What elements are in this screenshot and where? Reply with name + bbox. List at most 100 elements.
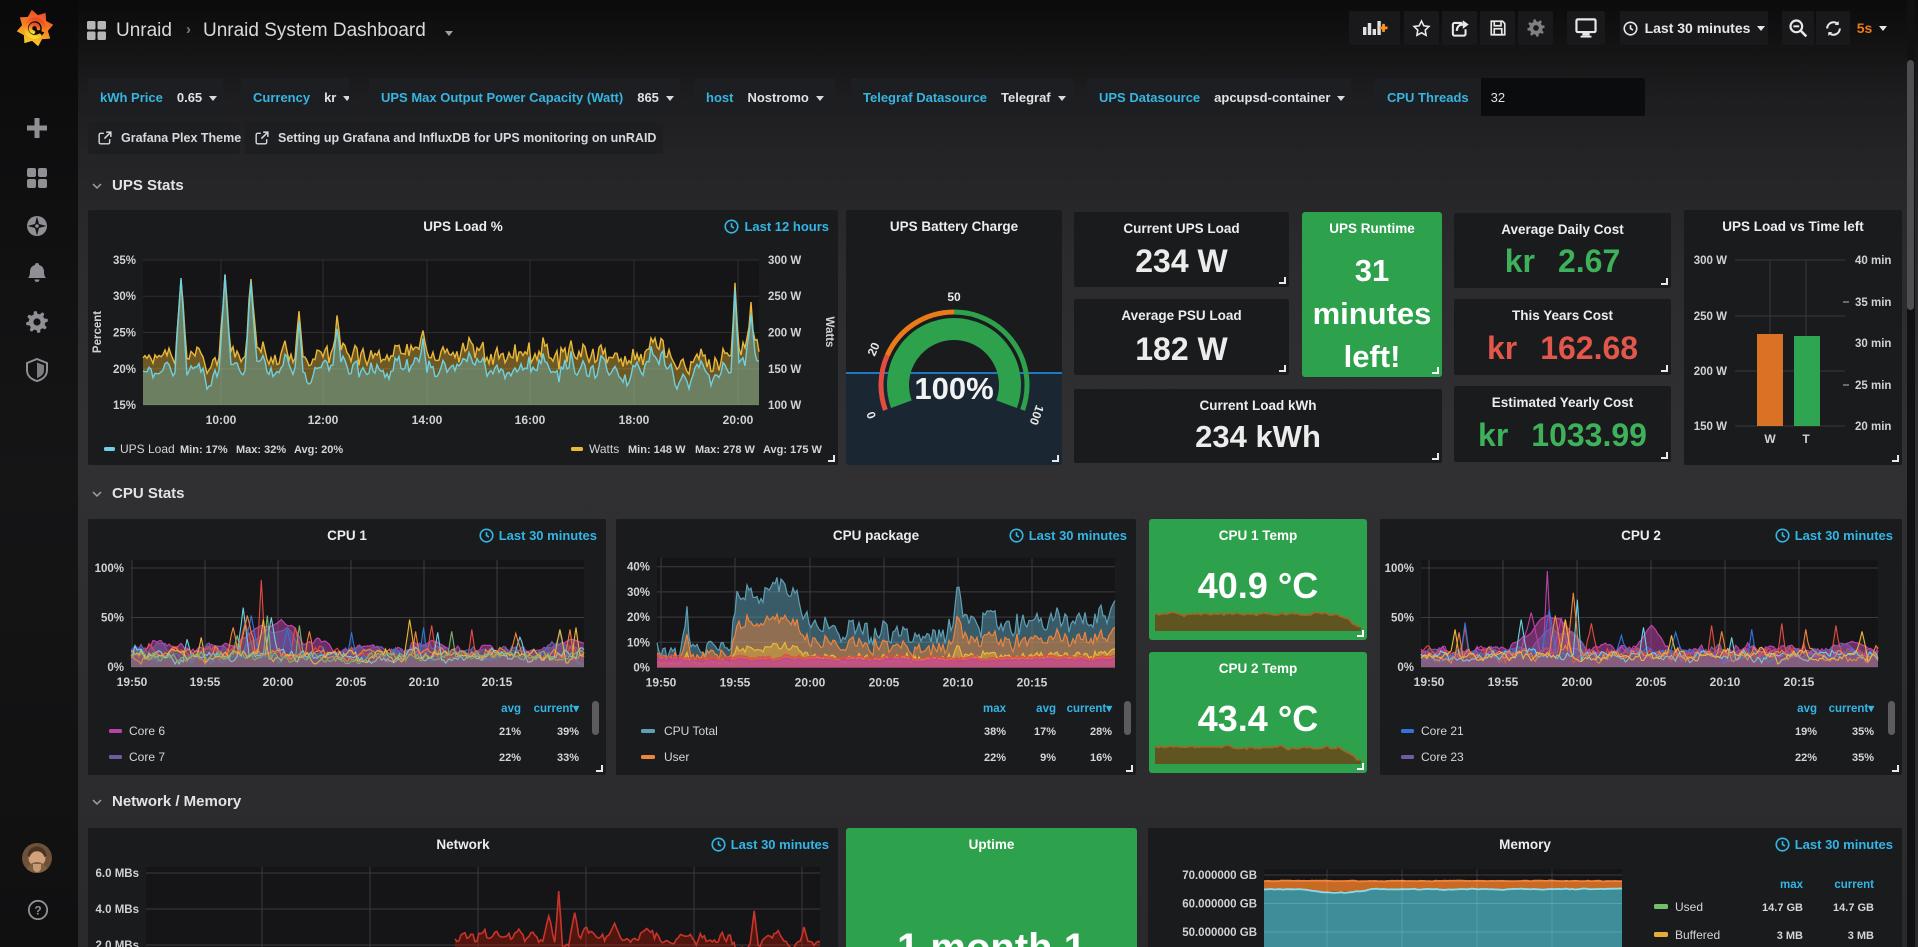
svg-text:25%: 25%: [113, 328, 136, 340]
svg-text:100%: 100%: [914, 371, 993, 406]
svg-text:Avg: 175 W: Avg: 175 W: [763, 444, 823, 456]
svg-text:20:10: 20:10: [1710, 675, 1741, 689]
svg-text:39%: 39%: [557, 726, 579, 738]
svg-text:current▾: current▾: [1829, 703, 1876, 715]
svg-text:50%: 50%: [101, 613, 124, 625]
svg-text:Max: 278 W: Max: 278 W: [695, 444, 756, 456]
svg-text:19:55: 19:55: [720, 676, 751, 690]
svg-text:avg: avg: [501, 703, 521, 715]
svg-text:20:05: 20:05: [869, 676, 900, 690]
svg-text:16:00: 16:00: [515, 413, 546, 427]
svg-text:20 min: 20 min: [1855, 421, 1891, 433]
svg-text:Watts: Watts: [589, 442, 619, 456]
svg-text:9%: 9%: [1040, 752, 1056, 764]
svg-text:20:15: 20:15: [1017, 676, 1048, 690]
svg-text:60.000000 GB: 60.000000 GB: [1182, 899, 1257, 911]
svg-text:User: User: [664, 750, 689, 764]
svg-text:25 min: 25 min: [1855, 380, 1891, 392]
svg-text:19:50: 19:50: [117, 675, 148, 689]
svg-text:19:50: 19:50: [1414, 675, 1445, 689]
svg-text:21%: 21%: [499, 726, 521, 738]
svg-text:150 W: 150 W: [768, 364, 801, 376]
svg-text:16%: 16%: [1090, 752, 1112, 764]
svg-text:current▾: current▾: [534, 703, 581, 715]
svg-text:250 W: 250 W: [768, 291, 801, 303]
svg-text:50.000000 GB: 50.000000 GB: [1182, 927, 1257, 939]
svg-text:22%: 22%: [984, 752, 1006, 764]
svg-text:17%: 17%: [1034, 726, 1056, 738]
svg-text:20:15: 20:15: [482, 675, 513, 689]
svg-text:33%: 33%: [557, 752, 579, 764]
svg-text:CPU Total: CPU Total: [664, 724, 718, 738]
svg-text:40 min: 40 min: [1855, 255, 1891, 267]
svg-text:20:00: 20:00: [263, 675, 294, 689]
svg-text:50%: 50%: [1391, 613, 1414, 625]
svg-text:10%: 10%: [627, 637, 650, 649]
svg-text:Core 7: Core 7: [129, 750, 165, 764]
svg-text:Min: 148 W: Min: 148 W: [628, 444, 686, 456]
svg-text:Core 6: Core 6: [129, 724, 165, 738]
svg-text:20:10: 20:10: [943, 676, 974, 690]
svg-text:40%: 40%: [627, 562, 650, 574]
svg-text:30%: 30%: [113, 291, 136, 303]
svg-text:10:00: 10:00: [206, 413, 237, 427]
svg-text:18:00: 18:00: [619, 413, 650, 427]
svg-text:19:50: 19:50: [646, 676, 677, 690]
svg-text:Avg: 20%: Avg: 20%: [294, 444, 343, 456]
svg-text:19:55: 19:55: [1488, 675, 1519, 689]
svg-text:70.000000 GB: 70.000000 GB: [1182, 870, 1257, 882]
svg-text:20:00: 20:00: [1562, 675, 1593, 689]
svg-text:3 MB: 3 MB: [1848, 930, 1874, 942]
svg-text:20:10: 20:10: [409, 675, 440, 689]
svg-text:Core 21: Core 21: [1421, 724, 1464, 738]
svg-text:current▾: current▾: [1067, 703, 1114, 715]
svg-text:0%: 0%: [107, 662, 124, 674]
svg-text:22%: 22%: [499, 752, 521, 764]
svg-text:20%: 20%: [113, 364, 136, 376]
svg-text:200 W: 200 W: [1694, 366, 1727, 378]
svg-text:6.0 MBs: 6.0 MBs: [96, 868, 139, 880]
svg-text:avg: avg: [1036, 703, 1056, 715]
svg-text:0: 0: [864, 409, 880, 420]
svg-text:20: 20: [865, 340, 883, 358]
svg-text:2.0 MBs: 2.0 MBs: [96, 940, 139, 947]
svg-text:35%: 35%: [1852, 726, 1874, 738]
svg-text:UPS Load: UPS Load: [120, 442, 175, 456]
svg-text:250 W: 250 W: [1694, 311, 1727, 323]
svg-text:100 W: 100 W: [768, 400, 801, 412]
svg-text:100: 100: [1027, 403, 1047, 427]
svg-text:0%: 0%: [1397, 662, 1414, 674]
svg-text:38%: 38%: [984, 726, 1006, 738]
svg-text:150 W: 150 W: [1694, 421, 1727, 433]
svg-text:0%: 0%: [633, 663, 650, 675]
svg-text:300 W: 300 W: [1694, 255, 1727, 267]
svg-text:current: current: [1834, 879, 1874, 891]
svg-text:20%: 20%: [627, 612, 650, 624]
svg-text:50: 50: [947, 290, 961, 304]
svg-text:300 W: 300 W: [768, 255, 801, 267]
svg-text:14.7 GB: 14.7 GB: [1762, 902, 1803, 914]
svg-text:20:05: 20:05: [336, 675, 367, 689]
svg-text:28%: 28%: [1090, 726, 1112, 738]
svg-text:avg: avg: [1797, 703, 1817, 715]
svg-text:100%: 100%: [95, 563, 124, 575]
svg-text:W: W: [1764, 432, 1776, 446]
svg-text:30%: 30%: [627, 587, 650, 599]
svg-text:20:15: 20:15: [1784, 675, 1815, 689]
svg-text:19:55: 19:55: [190, 675, 221, 689]
svg-text:Watts: Watts: [823, 317, 835, 348]
svg-text:30 min: 30 min: [1855, 338, 1891, 350]
svg-text:20:05: 20:05: [1636, 675, 1667, 689]
svg-text:max: max: [1780, 879, 1804, 891]
svg-text:Percent: Percent: [92, 311, 104, 353]
svg-text:20:00: 20:00: [795, 676, 826, 690]
svg-text:Used: Used: [1675, 900, 1703, 914]
svg-text:T: T: [1802, 432, 1810, 446]
svg-text:35%: 35%: [113, 255, 136, 267]
svg-text:Core 23: Core 23: [1421, 750, 1464, 764]
svg-text:35 min: 35 min: [1855, 297, 1891, 309]
svg-text:22%: 22%: [1795, 752, 1817, 764]
svg-text:12:00: 12:00: [308, 413, 339, 427]
svg-text:200 W: 200 W: [768, 328, 801, 340]
svg-text:14:00: 14:00: [412, 413, 443, 427]
